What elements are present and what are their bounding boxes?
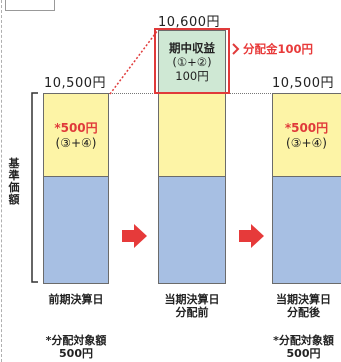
distribution-label: 分配金100円 — [243, 42, 314, 56]
bar-3-total-label: 10,500円 — [272, 76, 334, 91]
y-axis-char: 準 — [8, 169, 20, 182]
bar-1-base-segment — [43, 176, 109, 284]
bar-1-distributable-segment — [43, 93, 109, 177]
x-label-3: 当期決算日 分配後 — [266, 293, 341, 319]
x-label-2: 当期決算日 分配前 — [152, 293, 232, 319]
segment-formula: (③+④) — [55, 136, 97, 150]
transition-arrow-icon — [122, 224, 147, 248]
bar-1-segment-label: *500円 (③+④) — [43, 121, 109, 151]
x-label-line: 分配前 — [175, 306, 209, 319]
transition-arrow-icon — [239, 224, 264, 248]
bar-2-total-label: 10,600円 — [158, 15, 220, 30]
y-axis-bracket — [31, 92, 38, 283]
x-label-line: 当期決算日 — [164, 293, 220, 306]
profit-amount: 100円 — [175, 69, 209, 83]
x-label-line: 当期決算日 — [276, 293, 331, 306]
note-line: 500円 — [59, 347, 93, 360]
note-line: 500円 — [286, 347, 321, 360]
segment-amount: *500円 — [54, 121, 98, 135]
distribution-arrow-icon — [232, 43, 240, 55]
x-label-line: 前期決算日 — [48, 293, 104, 306]
bar-2-base-segment — [158, 176, 226, 284]
profit-guide-line — [109, 29, 159, 95]
y-axis-title: 基 準 価 額 — [8, 158, 20, 206]
corner-frame — [5, 0, 55, 11]
bar-1-total-label: 10,500円 — [44, 76, 106, 91]
profit-highlight-frame — [154, 28, 230, 94]
y-axis-char: 基 — [8, 157, 20, 170]
segment-amount: *500円 — [284, 121, 329, 135]
bar-3-base-segment — [272, 176, 341, 284]
bar-2-profit-segment — [158, 30, 226, 94]
profit-formula: (①+②) — [172, 55, 212, 69]
y-axis-char: 価 — [8, 181, 20, 194]
segment-formula: (③+④) — [286, 136, 327, 150]
y-axis-char: 額 — [8, 193, 20, 206]
note-3: *分配対象額 500円 — [266, 334, 341, 360]
note-1: *分配対象額 500円 — [36, 334, 116, 360]
note-line: *分配対象額 — [45, 334, 107, 347]
x-label-1: 前期決算日 — [36, 293, 116, 306]
profit-label: 期中収益 (①+②) 100円 — [158, 41, 226, 83]
bar-2-distributable-segment — [158, 93, 226, 177]
profit-title: 期中収益 — [169, 41, 215, 55]
x-label-line: 分配後 — [287, 306, 320, 319]
note-line: *分配対象額 — [273, 334, 334, 347]
bar-3-segment-label: *500円 (③+④) — [272, 121, 341, 151]
page-border-dashed — [1, 0, 2, 362]
